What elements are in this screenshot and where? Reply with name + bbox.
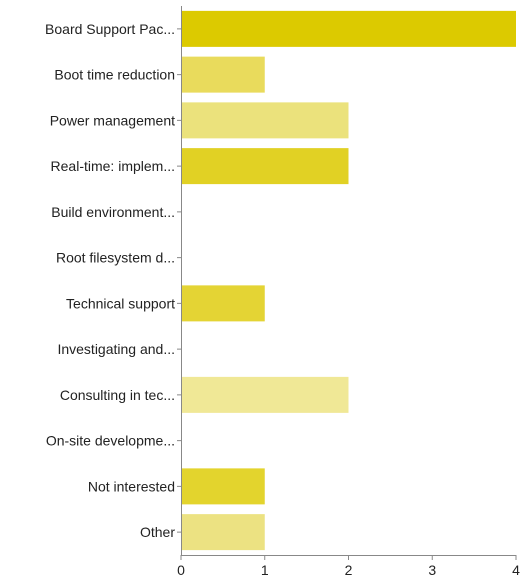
bar-1 <box>181 56 265 93</box>
bar-8 <box>181 376 349 413</box>
bar-3 <box>181 148 349 185</box>
category-label-5: Root filesystem d... <box>56 250 175 266</box>
x-tick-label-1: 1 <box>261 562 269 575</box>
bar-11 <box>181 514 265 551</box>
bar-2 <box>181 102 349 139</box>
x-tick-label-4: 4 <box>512 562 520 575</box>
category-label-10: Not interested <box>88 478 175 494</box>
bar-6 <box>181 285 265 322</box>
category-labels: Board Support Pac... Boot time reduction P… <box>45 21 175 540</box>
x-tick-label-3: 3 <box>428 562 436 575</box>
bars-layer <box>181 10 516 551</box>
category-label-7: Investigating and... <box>57 341 175 357</box>
category-label-6: Technical support <box>66 295 175 311</box>
x-tick-label-0: 0 <box>177 562 185 575</box>
bar-0 <box>181 10 516 47</box>
category-label-11: Other <box>140 524 175 540</box>
category-label-3: Real-time: implem... <box>51 158 175 174</box>
x-tick-label-2: 2 <box>345 562 353 575</box>
category-label-9: On-site developme... <box>46 433 175 449</box>
category-label-4: Build environment... <box>51 204 175 220</box>
category-label-8: Consulting in tec... <box>60 387 175 403</box>
axes: 0 1 2 3 4 <box>177 6 520 575</box>
category-label-1: Boot time reduction <box>54 67 175 83</box>
category-label-0: Board Support Pac... <box>45 21 175 37</box>
category-label-2: Power management <box>50 112 175 128</box>
bar-10 <box>181 468 265 505</box>
